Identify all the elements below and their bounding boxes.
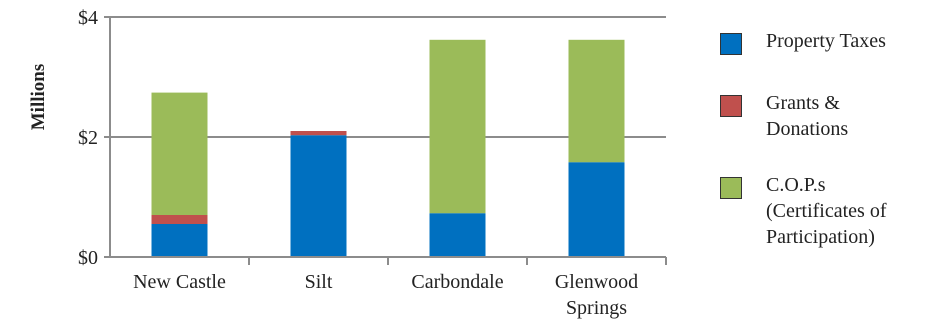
- legend-label-property-taxes: Property Taxes: [766, 30, 886, 52]
- stacked-bar-chart: $0 $2 $4 Millions New Castle Silt Carbondale Gl…: [28, 7, 667, 319]
- legend-item-property-taxes: Property Taxes: [720, 28, 886, 55]
- legend-swatch-cops: [720, 177, 742, 199]
- bar-segment: [151, 224, 208, 257]
- x-tick-label: Silt: [305, 271, 333, 293]
- bar-segment: [568, 162, 625, 257]
- y-tick-label: $4: [78, 7, 98, 29]
- bar-segment: [290, 135, 347, 257]
- legend-label-grants-donations: Grants & Donations: [766, 92, 849, 140]
- x-tick-label: New Castle: [133, 271, 226, 293]
- bar-segment: [429, 39, 486, 214]
- bar-segment: [429, 213, 486, 257]
- bar-segment: [290, 131, 347, 136]
- legend-item-cops: C.O.P.s (Certificates of Participation): [720, 172, 887, 250]
- y-tick-label: $2: [78, 127, 98, 149]
- x-tick-label: Carbondale: [411, 271, 503, 293]
- bar-segment: [568, 39, 625, 163]
- x-tick-label: Springs: [566, 297, 627, 319]
- bar-segment: [151, 92, 208, 215]
- bar-segment: [151, 215, 208, 224]
- legend-item-grants-donations: Grants & Donations: [720, 90, 848, 142]
- legend-swatch-property-taxes: [720, 33, 742, 55]
- x-tick-label: Glenwood: [555, 271, 638, 293]
- y-tick-label: $0: [78, 247, 98, 269]
- y-axis-label: Millions: [28, 64, 49, 131]
- legend-swatch-grants-donations: [720, 95, 742, 117]
- legend-label-cops: C.O.P.s (Certificates of Participation): [766, 174, 887, 248]
